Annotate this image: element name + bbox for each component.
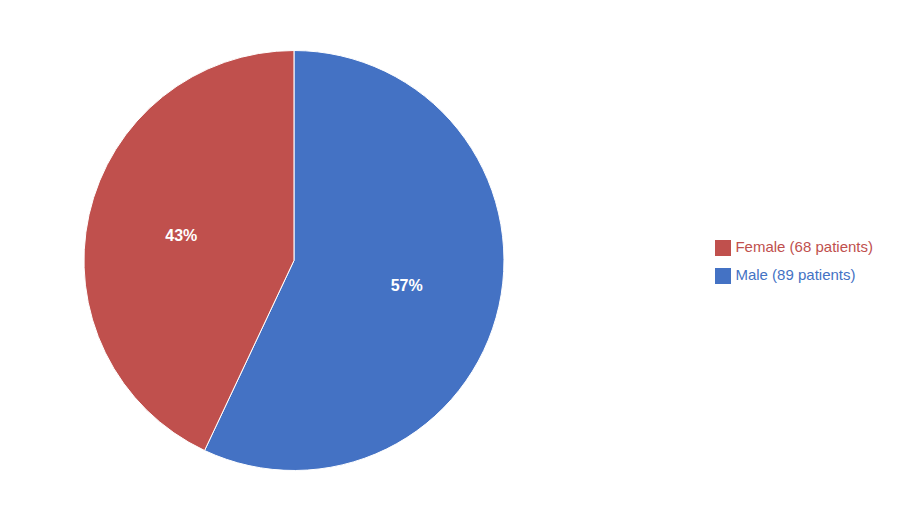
- html-text:Male (89 patients): Male (89 patients): [735, 265, 856, 283]
- html-text:Female (68 patients): Female (68 patients): [735, 237, 873, 255]
- svg-text:43%: 43%: [165, 227, 197, 244]
- svg-text:57%: 57%: [391, 277, 423, 294]
